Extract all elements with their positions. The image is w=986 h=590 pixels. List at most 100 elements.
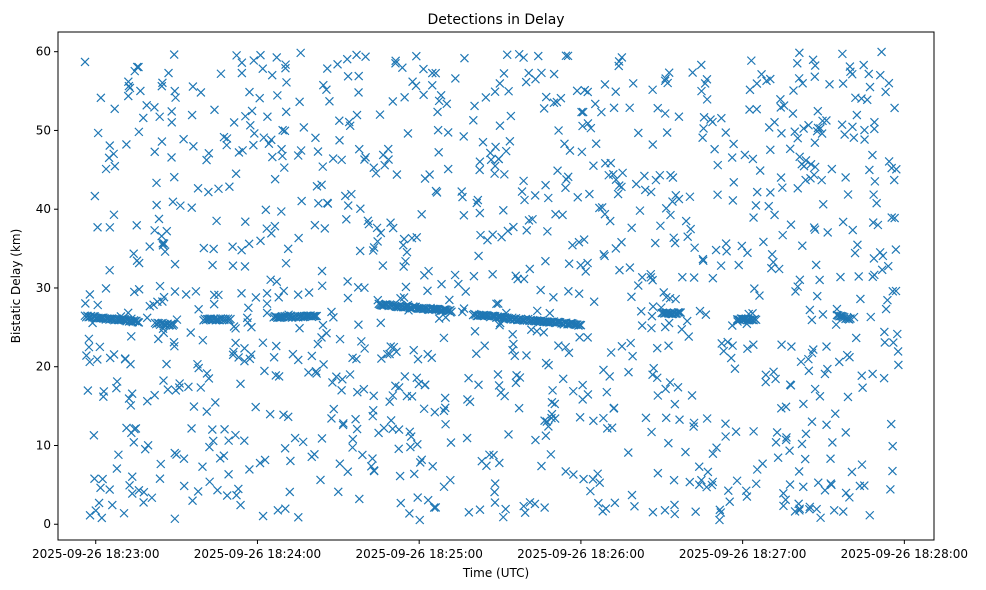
clutter-point: [431, 68, 441, 78]
clutter-point: [237, 68, 247, 78]
clutter-point: [769, 367, 778, 377]
clutter-point: [459, 210, 469, 220]
clutter-point: [179, 134, 189, 144]
clutter-point: [110, 104, 120, 114]
clutter-point: [199, 243, 209, 253]
clutter-point: [385, 397, 395, 407]
track-point: [133, 317, 143, 327]
clutter-point: [126, 331, 136, 341]
clutter-point: [776, 102, 786, 112]
clutter-point: [525, 497, 535, 507]
clutter-point: [589, 297, 599, 307]
clutter-point: [247, 106, 257, 116]
clutter-point: [272, 53, 282, 62]
clutter-point: [561, 342, 571, 352]
clutter-point: [708, 273, 718, 283]
clutter-point: [540, 503, 550, 513]
clutter-point: [271, 371, 281, 380]
clutter-point: [114, 450, 123, 460]
clutter-point: [850, 248, 860, 258]
clutter-point: [827, 437, 837, 447]
clutter-point: [121, 140, 131, 149]
clutter-point: [777, 340, 786, 350]
clutter-point: [157, 81, 167, 91]
clutter-point: [412, 232, 422, 242]
clutter-point: [564, 259, 574, 269]
clutter-point: [488, 269, 498, 279]
clutter-point: [272, 277, 282, 287]
clutter-point: [806, 173, 815, 183]
clutter-point: [546, 449, 556, 459]
clutter-point: [578, 380, 588, 390]
clutter-point: [169, 341, 179, 351]
clutter-point: [549, 98, 559, 108]
clutter-point: [371, 168, 381, 178]
clutter-point: [355, 246, 365, 256]
clutter-point: [443, 164, 453, 174]
clutter-point: [296, 48, 306, 58]
clutter-point: [369, 163, 379, 173]
clutter-point: [541, 180, 550, 190]
clutter-point: [710, 144, 720, 154]
clutter-point: [552, 97, 562, 107]
clutter-point: [209, 244, 219, 254]
clutter-point: [385, 349, 395, 359]
clutter-point: [475, 157, 485, 167]
clutter-point: [553, 166, 562, 176]
clutter-point: [806, 159, 816, 169]
clutter-point: [157, 297, 167, 307]
clutter-point: [765, 74, 775, 84]
clutter-point: [328, 378, 337, 387]
clutter-point: [521, 77, 531, 87]
clutter-point: [272, 90, 282, 100]
clutter-point: [318, 320, 328, 330]
clutter-point: [232, 490, 241, 500]
clutter-point: [793, 183, 803, 193]
clutter-point: [157, 231, 167, 241]
clutter-point: [764, 122, 774, 132]
clutter-point: [388, 223, 398, 233]
clutter-point: [328, 154, 338, 164]
clutter-point: [310, 449, 319, 459]
clutter-point: [600, 80, 610, 89]
clutter-point: [476, 230, 485, 240]
clutter-point: [342, 54, 352, 64]
clutter-point: [596, 107, 606, 117]
clutter-point: [193, 359, 202, 369]
clutter-point: [858, 383, 868, 393]
clutter-point: [519, 53, 529, 63]
clutter-point: [600, 158, 610, 168]
x-axis: 2025-09-26 18:23:00 2025-09-26 18:24:00 20…: [32, 540, 968, 561]
clutter-point: [413, 493, 423, 502]
clutter-point: [274, 371, 284, 381]
clutter-point: [542, 226, 552, 236]
clutter-point: [773, 453, 783, 463]
clutter-point: [296, 146, 306, 155]
clutter-point: [261, 205, 271, 215]
clutter-point: [785, 144, 795, 154]
clutter-point: [248, 140, 258, 150]
clutter-point: [285, 456, 295, 466]
clutter-point: [823, 228, 833, 237]
clutter-point: [473, 195, 483, 205]
clutter-point: [285, 487, 295, 497]
clutter-point: [373, 237, 383, 246]
clutter-point: [837, 49, 847, 59]
clutter-point: [798, 399, 808, 409]
clutter-point: [578, 107, 588, 117]
clutter-point: [491, 142, 501, 152]
clutter-point: [313, 198, 323, 208]
clutter-point: [428, 461, 438, 471]
clutter-point: [273, 505, 283, 515]
clutter-point: [749, 284, 759, 293]
x-tick-label: 2025-09-26 18:24:00: [194, 547, 321, 561]
clutter-point: [752, 104, 762, 114]
clutter-point: [152, 178, 161, 188]
clutter-point: [83, 386, 93, 396]
clutter-point: [224, 436, 234, 446]
clutter-point: [433, 107, 442, 117]
y-tick-label: 20: [36, 360, 51, 374]
clutter-point: [396, 498, 406, 508]
clutter-point: [193, 487, 203, 496]
clutter-point: [848, 225, 858, 235]
